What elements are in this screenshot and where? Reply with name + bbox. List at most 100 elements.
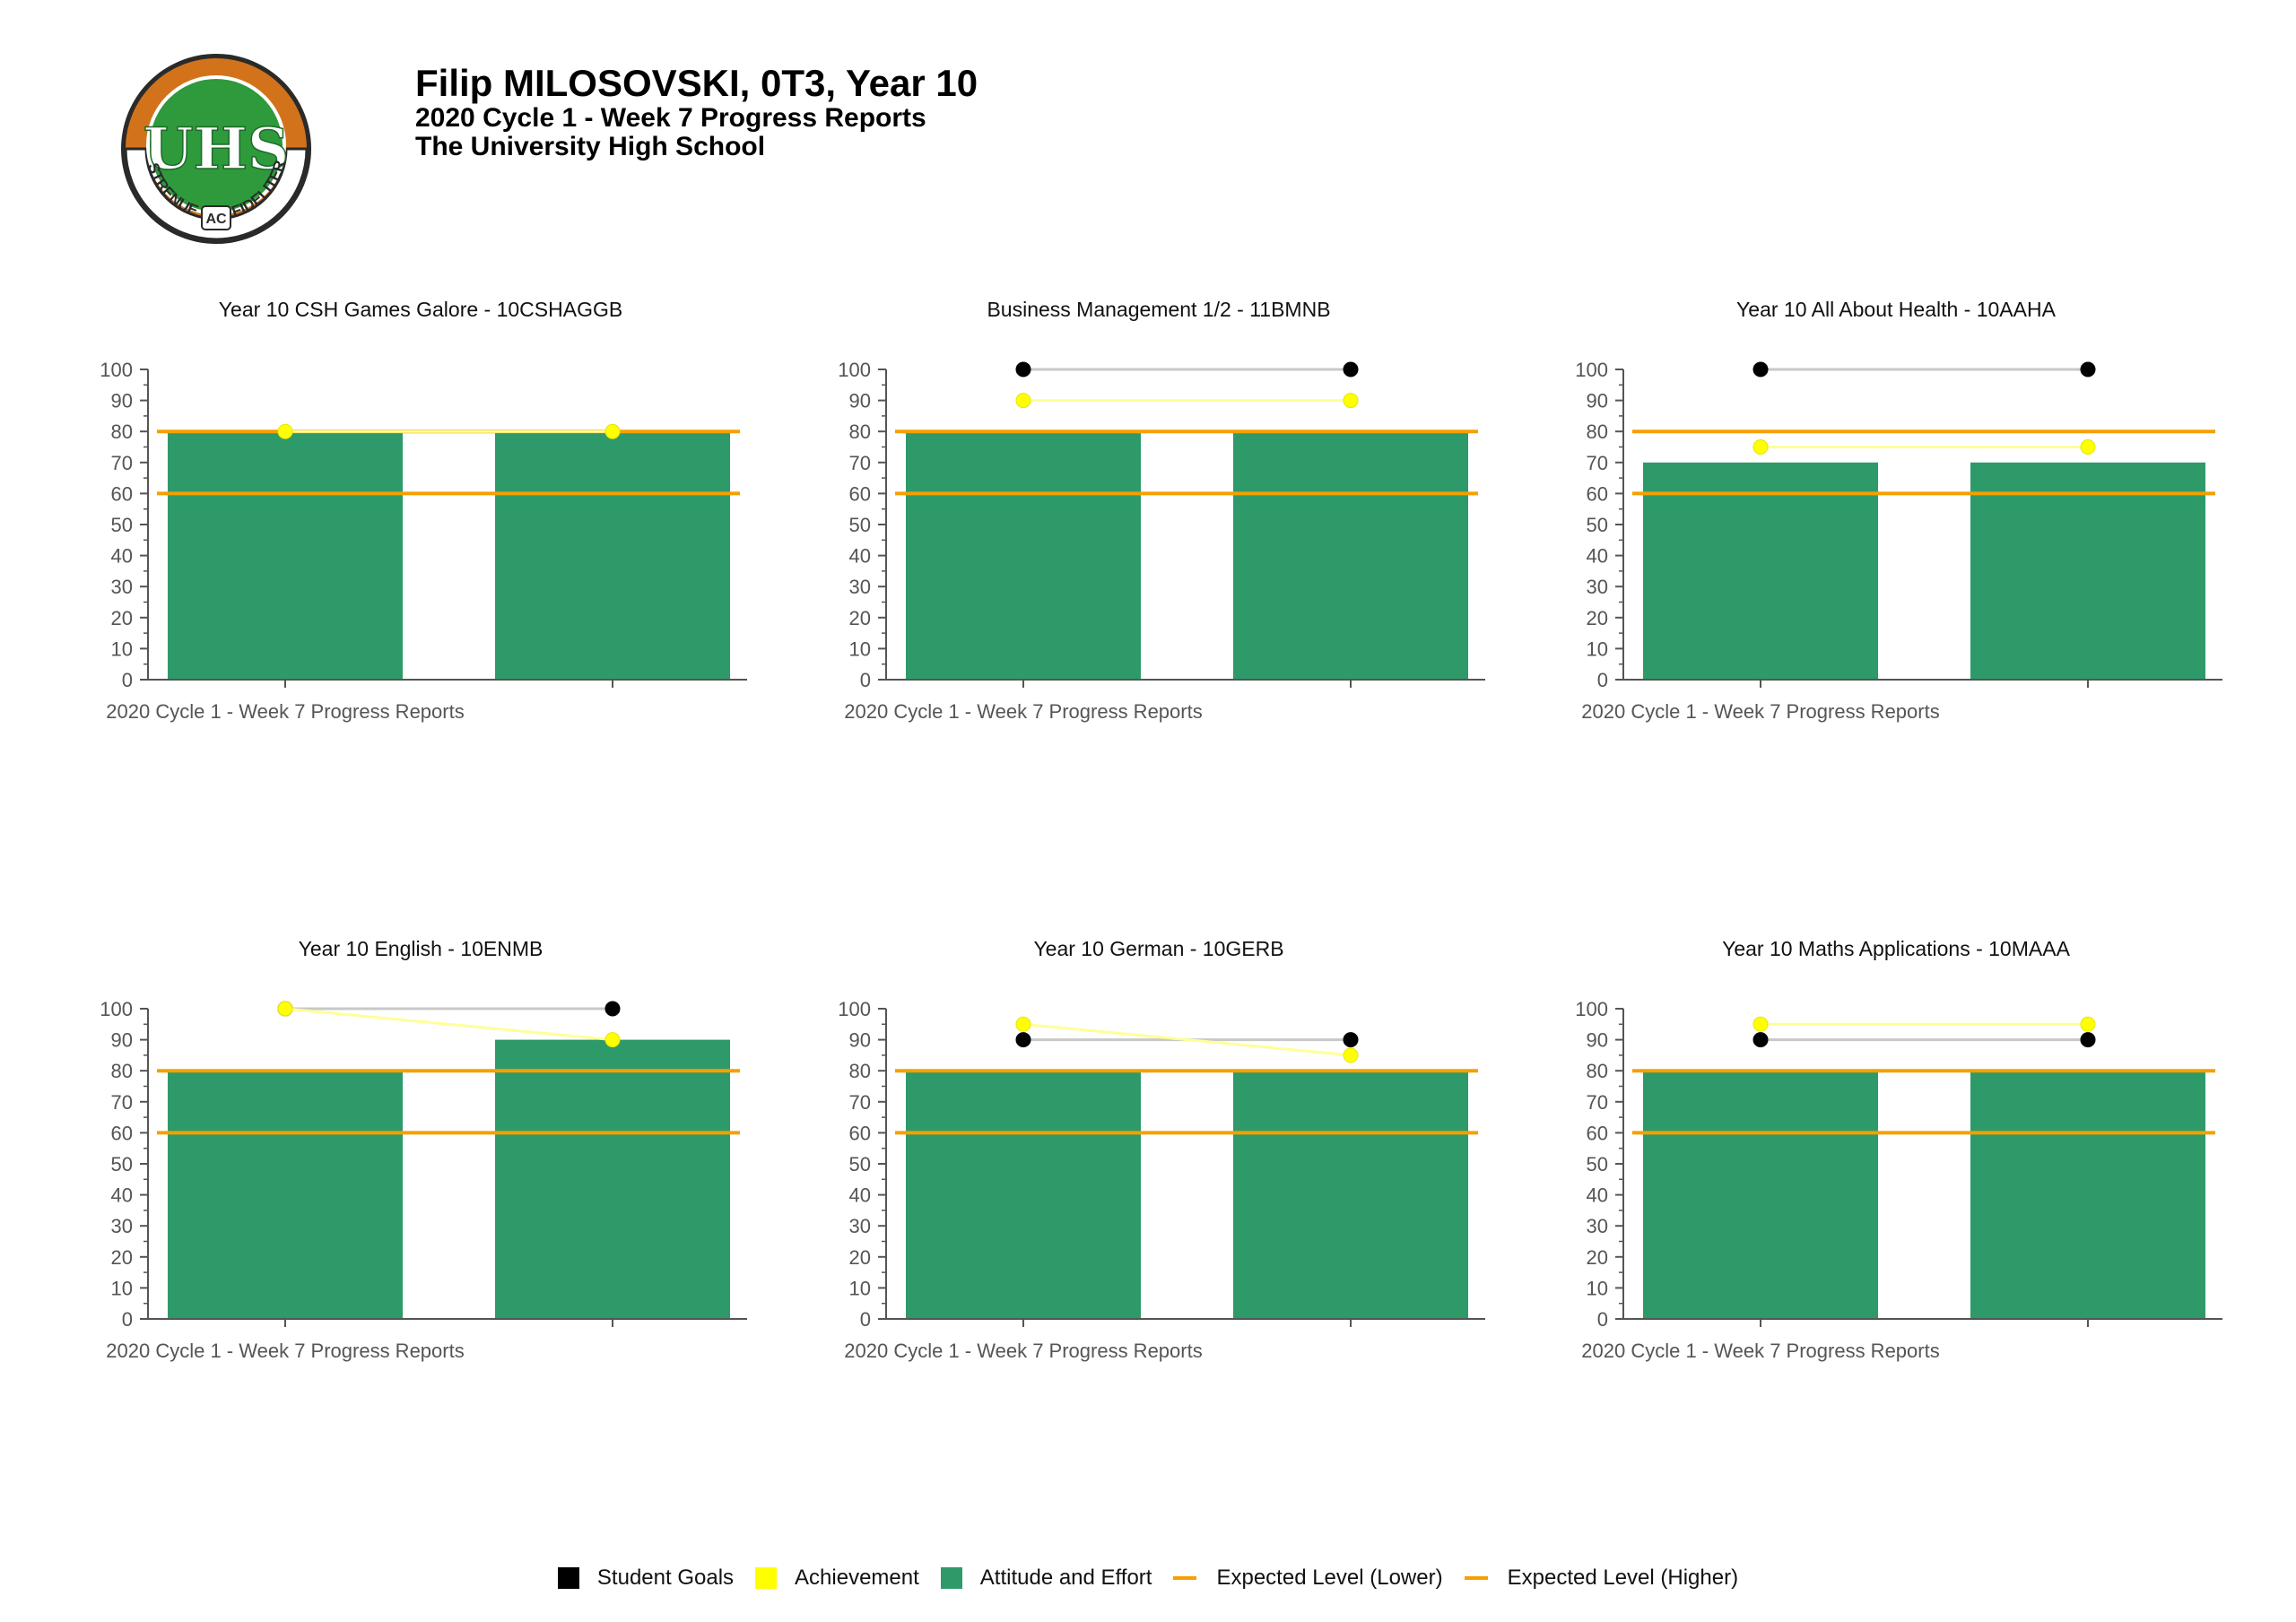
chart-title: Year 10 Maths Applications - 10MAAA: [1722, 937, 2070, 960]
y-tick-label: 10: [111, 1277, 133, 1299]
y-tick-label: 40: [111, 1184, 133, 1207]
y-tick-label: 100: [1575, 359, 1608, 381]
x-category-label: 2020 Cycle 1 - Week 7 Progress Reports: [1581, 1340, 1939, 1362]
charts-area: Year 10 CSH Games Galore - 10CSHAGGB0102…: [0, 0, 2296, 1622]
y-tick-label: 40: [849, 1184, 871, 1207]
legend-item: Expected Level (Lower): [1173, 1566, 1442, 1591]
chart-5: Year 10 German - 10GERB 0 10 20 30 40 50 60 70 80…: [838, 937, 1485, 1362]
achievement-point: [1344, 394, 1358, 408]
chart-3: Year 10 All About Health - 10AAHA 0 10 20 30…: [1575, 298, 2222, 723]
y-tick-label: 90: [111, 390, 133, 412]
y-tick-label: 20: [111, 1246, 133, 1269]
y-tick-label: 80: [111, 1060, 133, 1082]
y-tick-label: 60: [1587, 1122, 1608, 1144]
y-tick-label: 20: [1587, 1246, 1608, 1269]
achievement-point: [1753, 440, 1768, 455]
attitude-bar: [1233, 1071, 1468, 1319]
chart-title: Year 10 All About Health - 10AAHA: [1736, 298, 2057, 321]
y-tick-label: 90: [849, 1029, 871, 1052]
student-goals-point: [1344, 1033, 1358, 1047]
y-tick-label: 60: [849, 482, 871, 505]
y-tick-label: 100: [100, 998, 133, 1020]
attitude-bar: [1233, 431, 1468, 680]
legend-label: Achievement: [795, 1566, 919, 1591]
y-tick-label: 80: [111, 421, 133, 443]
achievement-point: [1016, 1017, 1031, 1031]
legend-item: Expected Level (Higher): [1465, 1566, 1738, 1591]
attitude-bar: [495, 1040, 730, 1319]
legend-label: Expected Level (Higher): [1508, 1566, 1738, 1591]
student-goals-point: [1016, 1033, 1031, 1047]
legend-label: Attitude and Effort: [980, 1566, 1152, 1591]
legend-label: Expected Level (Lower): [1216, 1566, 1442, 1591]
x-category-label: 2020 Cycle 1 - Week 7 Progress Reports: [844, 1340, 1202, 1362]
y-tick-label: 0: [1597, 1308, 1608, 1331]
student-goals-point: [2081, 1033, 2095, 1047]
y-tick-label: 30: [1587, 576, 1608, 598]
y-tick-label: 30: [849, 1215, 871, 1237]
achievement-point: [1344, 1048, 1358, 1063]
legend-label: Student Goals: [597, 1566, 734, 1591]
y-tick-label: 50: [849, 1153, 871, 1175]
student-goals-point: [1344, 362, 1358, 377]
y-tick-label: 60: [111, 1122, 133, 1144]
y-tick-label: 60: [849, 1122, 871, 1144]
achievement-point: [1016, 394, 1031, 408]
y-tick-label: 30: [849, 576, 871, 598]
y-tick-label: 70: [1587, 452, 1608, 474]
y-tick-label: 20: [849, 1246, 871, 1269]
y-tick-label: 10: [849, 638, 871, 660]
y-tick-label: 40: [1587, 545, 1608, 568]
y-tick-label: 50: [1587, 514, 1608, 536]
achievement-point: [278, 424, 292, 438]
legend-item: Student Goals: [558, 1566, 734, 1591]
y-tick-label: 100: [838, 998, 871, 1020]
y-tick-label: 70: [849, 452, 871, 474]
y-tick-label: 0: [860, 669, 871, 691]
chart-title: Year 10 English - 10ENMB: [299, 937, 544, 960]
chart-title: Business Management 1/2 - 11BMNB: [987, 298, 1330, 321]
y-tick-label: 80: [1587, 421, 1608, 443]
y-tick-label: 70: [111, 1091, 133, 1114]
y-tick-label: 90: [1587, 390, 1608, 412]
y-tick-label: 40: [1587, 1184, 1608, 1207]
y-tick-label: 60: [1587, 482, 1608, 505]
y-tick-label: 50: [111, 514, 133, 536]
y-tick-label: 90: [111, 1029, 133, 1052]
y-tick-label: 0: [122, 669, 133, 691]
achievement-point: [605, 424, 620, 438]
attitude-bar: [495, 431, 730, 680]
legend-swatch: [558, 1567, 579, 1589]
y-tick-label: 10: [1587, 1277, 1608, 1299]
y-tick-label: 70: [849, 1091, 871, 1114]
y-tick-label: 10: [1587, 638, 1608, 660]
attitude-bar: [168, 431, 403, 680]
y-tick-label: 50: [849, 514, 871, 536]
legend-item: Attitude and Effort: [941, 1566, 1152, 1591]
legend: Student Goals Achievement Attitude and Eff…: [0, 1566, 2296, 1591]
y-tick-label: 50: [111, 1153, 133, 1175]
legend-item: Achievement: [755, 1566, 919, 1591]
y-tick-label: 50: [1587, 1153, 1608, 1175]
chart-6: Year 10 Maths Applications - 10MAAA 0 10 20…: [1575, 937, 2222, 1362]
y-tick-label: 30: [111, 1215, 133, 1237]
y-tick-label: 80: [1587, 1060, 1608, 1082]
achievement-point: [2081, 1017, 2095, 1031]
legend-swatch: [941, 1567, 962, 1589]
legend-swatch: [1173, 1576, 1196, 1580]
attitude-bar: [906, 1071, 1141, 1319]
achievement-point: [278, 1002, 292, 1016]
y-tick-label: 70: [111, 452, 133, 474]
y-tick-label: 0: [860, 1308, 871, 1331]
y-tick-label: 30: [1587, 1215, 1608, 1237]
x-category-label: 2020 Cycle 1 - Week 7 Progress Reports: [844, 700, 1202, 723]
y-tick-label: 0: [1597, 669, 1608, 691]
student-goals-point: [1753, 362, 1768, 377]
attitude-bar: [906, 431, 1141, 680]
legend-swatch: [1465, 1576, 1488, 1580]
y-tick-label: 40: [849, 545, 871, 568]
y-tick-label: 60: [111, 482, 133, 505]
y-tick-label: 40: [111, 545, 133, 568]
x-category-label: 2020 Cycle 1 - Week 7 Progress Reports: [106, 1340, 464, 1362]
attitude-bar: [1643, 1071, 1878, 1319]
